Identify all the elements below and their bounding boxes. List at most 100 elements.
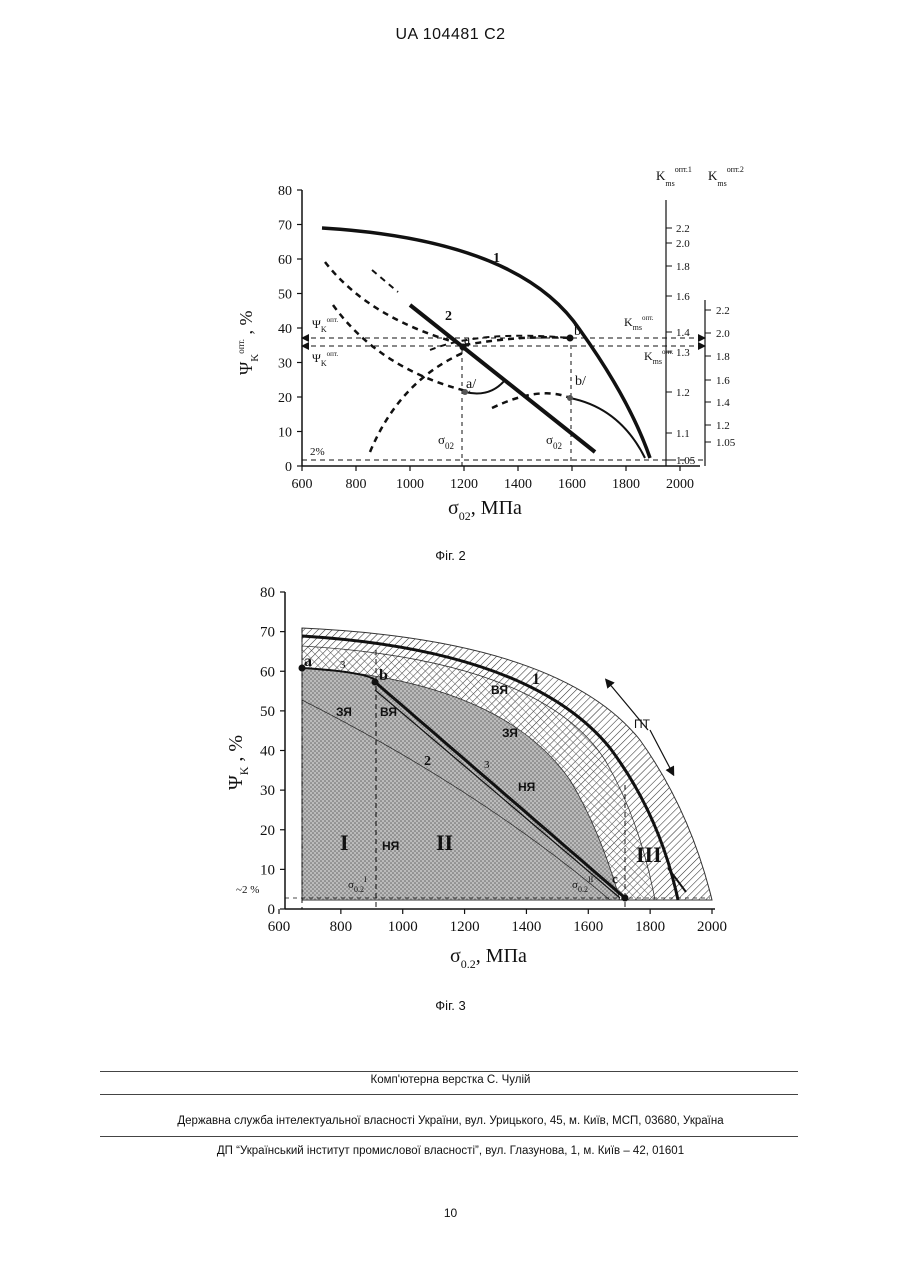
fig2-curve-2 — [410, 305, 595, 452]
r1-tick-label: 1.4 — [676, 327, 690, 339]
r1-tick-label: 2.2 — [676, 223, 690, 235]
x-tick-label: 2000 — [666, 477, 694, 492]
y-tick-label: 50 — [260, 704, 275, 720]
fig2-label-kms-lower: Kmsопт. — [644, 348, 674, 366]
x-tick-label: 1000 — [388, 919, 418, 935]
fig2-label-2: 2 — [445, 309, 452, 324]
fig2-label-1: 1 — [493, 251, 500, 266]
x-tick-label: 1800 — [612, 477, 640, 492]
fig3-point-c — [622, 895, 629, 902]
x-tick-label: 1000 — [396, 477, 424, 492]
fig3-label-b: b — [379, 667, 388, 684]
fig2-thin-b — [570, 398, 645, 458]
r1-tick-label: 1.6 — [676, 291, 690, 303]
y-tick-label: 0 — [285, 460, 292, 475]
y-tick-label: 50 — [278, 288, 292, 303]
r1-tick-label: 1.3 — [676, 347, 690, 359]
x-tick-label: 1600 — [573, 919, 603, 935]
figure-2-chart: 01020304050607080 6008001000120014001600… — [0, 150, 901, 540]
fig3-zone-zya-2: ЗЯ — [502, 726, 518, 740]
x-tick-label: 600 — [268, 919, 291, 935]
figure-3-chart: 01020304050607080 6008001000120014001600… — [0, 580, 901, 980]
fig3-zone-vya-2: ВЯ — [380, 705, 397, 719]
x-tick-label: 800 — [346, 477, 367, 492]
y-tick-label: 30 — [278, 357, 292, 372]
r1-tick-label: 1.8 — [676, 261, 690, 273]
fig3-point-b — [372, 679, 379, 686]
fig2-label-b: b — [574, 324, 581, 339]
fig2-curve-1 — [322, 228, 650, 458]
footer-agency: Державна служба інтелектуальної власност… — [0, 1115, 901, 1127]
y-tick-label: 70 — [260, 625, 275, 641]
y-tick-label: 20 — [278, 391, 292, 406]
r2-tick-label: 1.2 — [716, 420, 730, 432]
x-tick-label: 800 — [330, 919, 353, 935]
footer-rule-3 — [100, 1136, 798, 1137]
r2-tick-label: 2.2 — [716, 305, 730, 317]
fig2-right-axis-2-label: Kmsопт.2 — [708, 165, 744, 188]
r2-tick-label: 1.8 — [716, 351, 730, 363]
fig2-label-psi-lower: ΨKопт. — [312, 350, 338, 368]
x-tick-label: 600 — [292, 477, 313, 492]
y-tick-label: 80 — [278, 184, 292, 199]
y-tick-label: 10 — [278, 426, 292, 441]
footer-rule-2 — [100, 1094, 798, 1095]
y-tick-label: 20 — [260, 823, 275, 839]
x-tick-label: 1600 — [558, 477, 586, 492]
fig2-label-kms-upper: Kmsопт. — [624, 314, 654, 332]
r2-tick-label: 1.4 — [716, 397, 730, 409]
fig2-y-axis-label: ΨKопт. , % — [236, 310, 261, 375]
fig3-label-2: 2 — [424, 754, 431, 769]
footer-typesetting: Комп'ютерна верстка С. Чулій — [0, 1074, 901, 1086]
fig3-label-3a: 3 — [340, 659, 346, 671]
fig3-label-a: a — [304, 653, 312, 670]
x-tick-label: 1200 — [450, 477, 478, 492]
r1-tick-label: 2.0 — [676, 238, 690, 250]
r2-tick-label: 1.6 — [716, 375, 730, 387]
r2-tick-label: 2.0 — [716, 328, 730, 340]
y-tick-label: 60 — [278, 253, 292, 268]
fig2-label-sigma-a: σ02 — [438, 432, 454, 451]
fig3-label-c: c — [612, 871, 618, 886]
x-tick-label: 1400 — [511, 919, 541, 935]
y-tick-label: 0 — [268, 902, 276, 918]
figure-3-caption: Фіг. 3 — [0, 998, 901, 1013]
r1-tick-label: 1.05 — [676, 455, 696, 467]
y-tick-label: 40 — [260, 744, 275, 760]
fig3-label-3b: 3 — [484, 759, 490, 771]
fig2-label-psi-upper: ΨKопт. — [312, 316, 338, 334]
fig2-dashed-rising — [370, 352, 465, 452]
fig2-label-sigma-b: σ02 — [546, 432, 562, 451]
fig3-label-2pct: ~2 % — [236, 884, 259, 896]
page-number: 10 — [0, 1206, 901, 1220]
fig2-x-axis-label: σ02, МПа — [448, 497, 522, 523]
x-tick-label: 1400 — [504, 477, 532, 492]
y-tick-label: 10 — [260, 862, 275, 878]
fig3-zone-zya-1: ЗЯ — [336, 705, 352, 719]
x-tick-label: 1200 — [450, 919, 480, 935]
fig3-zone-nya-1: НЯ — [518, 780, 535, 794]
fig3-region-III: III — [636, 842, 662, 867]
r1-tick-label: 1.2 — [676, 387, 690, 399]
fig3-zone-nya-2: НЯ — [382, 839, 399, 853]
fig2-point-b-prime — [567, 395, 573, 401]
footer-institute: ДП “Український інститут промислової вла… — [0, 1145, 901, 1157]
fig3-zone-vya-1: ВЯ — [491, 683, 508, 697]
fig2-label-b-prime: b/ — [575, 374, 586, 389]
fig2-curve-2-dash — [372, 270, 398, 292]
y-tick-label: 60 — [260, 664, 275, 680]
fig3-label-1: 1 — [532, 671, 540, 688]
fig3-region-II: II — [436, 830, 453, 855]
y-tick-label: 40 — [278, 322, 292, 337]
fig3-label-pt: ПТ — [634, 717, 651, 731]
fig3-x-axis-label: σ0.2, МПа — [450, 945, 527, 971]
fig3-region-I: I — [340, 830, 349, 855]
r1-tick-label: 1.1 — [676, 428, 690, 440]
fig2-label-a-prime: a/ — [466, 377, 476, 392]
fig2-right-axis-1-label: Kmsопт.1 — [656, 165, 692, 188]
r2-tick-label: 1.05 — [716, 437, 736, 449]
patent-header: UA 104481 C2 — [0, 26, 901, 44]
y-tick-label: 80 — [260, 585, 275, 601]
x-tick-label: 1800 — [635, 919, 665, 935]
fig2-label-a: a — [464, 333, 471, 348]
